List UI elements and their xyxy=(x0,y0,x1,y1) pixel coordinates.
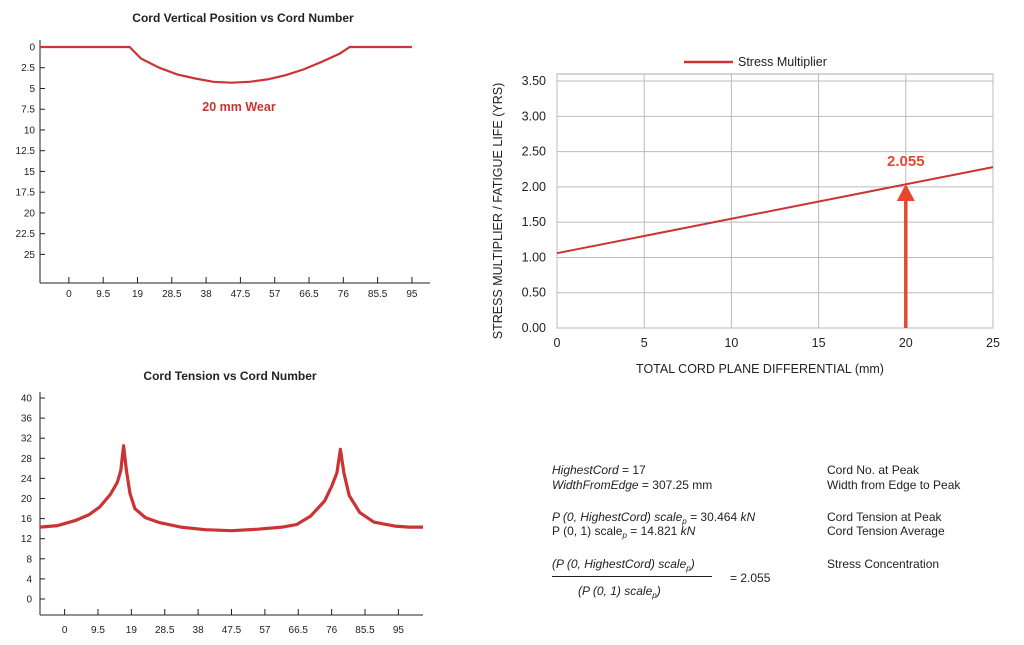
chart1-x-tick-label: 19 xyxy=(132,289,144,300)
chart3-x-tick-label: 15 xyxy=(812,336,826,350)
chart1-y-tick-label: 15 xyxy=(24,167,36,178)
chart3-series-line xyxy=(556,166,994,255)
chart3-y-tick-label: 3.50 xyxy=(522,74,546,88)
chart1-y-tick-label: 17.5 xyxy=(16,188,36,199)
chart3-x-tick-label: 20 xyxy=(899,336,913,350)
stat-width-from-edge: WidthFromEdge = 307.25 mm xyxy=(552,478,713,492)
chart1-title: Cord Vertical Position vs Cord Number xyxy=(132,11,354,25)
chart1-x-tick-label: 76 xyxy=(338,289,350,300)
chart2-x-tick-label: 38 xyxy=(193,625,205,636)
chart2-x-tick-label: 19 xyxy=(126,625,138,636)
chart2-title: Cord Tension vs Cord Number xyxy=(143,369,316,383)
chart3-x-tick-label: 25 xyxy=(986,336,1000,350)
chart2-x-tick-label: 28.5 xyxy=(155,625,175,636)
chart2-x-tick-label: 57 xyxy=(259,625,271,636)
chart3-y-tick-label: 1.50 xyxy=(522,215,546,229)
chart2-y-tick-label: 36 xyxy=(21,414,33,425)
stat-stress-concentration-desc: Stress Concentration xyxy=(827,557,940,571)
fraction-bar xyxy=(552,576,712,577)
chart2-y-tick-label: 0 xyxy=(26,595,32,606)
chart1-x-tick-label: 28.5 xyxy=(162,289,182,300)
fraction-denominator: (P (0, 1) scalep) xyxy=(578,584,661,600)
chart1-x-tick-label: 66.5 xyxy=(299,289,319,300)
chart2-x-tick-label: 9.5 xyxy=(91,625,105,636)
chart1-x-tick-label: 47.5 xyxy=(231,289,251,300)
chart-vertical-position: Cord Vertical Position vs Cord Number 0 2… xyxy=(16,11,430,300)
chart2-x-tick-label: 47.5 xyxy=(222,625,242,636)
legend-label: Stress Multiplier xyxy=(738,55,827,69)
stat-peak-desc: Cord Tension at Peak xyxy=(827,510,942,524)
highlight-arrow-head xyxy=(896,184,915,202)
chart2-y-tick-label: 24 xyxy=(21,474,33,485)
stat-highest-cord-desc: Cord No. at Peak xyxy=(827,463,920,477)
chart2-x-tick-label: 95 xyxy=(393,625,405,636)
chart2-y-tick-label: 12 xyxy=(21,534,33,545)
chart-cord-tension: Cord Tension vs Cord Number 0 4 8 12 16 20 24 2… xyxy=(21,369,423,636)
chart1-y-tick-label: 10 xyxy=(24,125,36,136)
chart1-y-tick-label: 20 xyxy=(24,208,36,219)
stat-average-desc: Cord Tension Average xyxy=(827,524,945,538)
chart2-x-tick-label: 66.5 xyxy=(289,625,309,636)
stat-peak-tension: P (0, HighestCord) scalep = 30.464 kN xyxy=(552,510,756,526)
chart2-y-tick-label: 28 xyxy=(21,454,33,465)
chart1-series-line xyxy=(40,45,412,84)
chart3-x-tick-label: 0 xyxy=(554,336,561,350)
chart1-y-tick-label: 2.5 xyxy=(21,63,35,74)
chart1-x-tick-label: 38 xyxy=(201,289,213,300)
chart1-x-tick-label: 85.5 xyxy=(368,289,388,300)
chart1-y-tick-label: 25 xyxy=(24,250,36,261)
chart2-y-tick-label: 16 xyxy=(21,514,33,525)
chart3-x-tick-label: 10 xyxy=(724,336,738,350)
chart2-y-tick-label: 32 xyxy=(21,434,33,445)
chart3-y-tick-label: 3.00 xyxy=(522,109,546,123)
chart2-series-line xyxy=(39,444,423,533)
fraction-result: = 2.055 xyxy=(730,571,771,585)
chart2-y-tick-label: 40 xyxy=(21,394,33,405)
chart3-x-tick-label: 5 xyxy=(641,336,648,350)
chart1-x-tick-label: 0 xyxy=(66,289,72,300)
chart3-xlabel: TOTAL CORD PLANE DIFFERENTIAL (mm) xyxy=(636,362,884,376)
chart3-y-tick-label: 1.00 xyxy=(522,250,546,264)
stat-average-tension: P (0, 1) scalep = 14.821 kN xyxy=(552,524,696,540)
chart3-plot-frame xyxy=(556,73,994,329)
chart1-y-tick-label: 22.5 xyxy=(16,229,36,240)
chart2-x-tick-label: 0 xyxy=(62,625,68,636)
highlight-value-label: 2.055 xyxy=(887,153,925,170)
chart-stress-multiplier: Stress Multiplier 0.00 0.50 1.00 1.50 2.00 2.… xyxy=(491,55,1000,376)
stat-highest-cord: HighestCord = 17 xyxy=(552,463,646,477)
chart2-x-tick-label: 76 xyxy=(326,625,338,636)
chart3-ylabel: STRESS MULTIPLIER / FATIGUE LIFE (YRS) xyxy=(491,83,505,340)
chart1-x-tick-label: 57 xyxy=(269,289,281,300)
chart2-x-tick-label: 85.5 xyxy=(355,625,375,636)
chart2-y-tick-label: 20 xyxy=(21,494,33,505)
chart3-y-tick-label: 0.50 xyxy=(522,286,546,300)
chart1-y-tick-label: 0 xyxy=(29,43,35,54)
chart2-y-tick-label: 4 xyxy=(26,574,32,585)
chart1-x-tick-label: 95 xyxy=(406,289,418,300)
stat-width-desc: Width from Edge to Peak xyxy=(827,478,961,492)
chart1-annotation: 20 mm Wear xyxy=(202,100,276,114)
chart1-y-tick-label: 5 xyxy=(29,84,35,95)
chart1-x-tick-label: 9.5 xyxy=(96,289,110,300)
fraction-numerator: (P (0, HighestCord) scalep) xyxy=(552,557,695,573)
chart3-y-tick-label: 2.00 xyxy=(522,180,546,194)
chart3-y-tick-label: 0.00 xyxy=(522,321,546,335)
chart1-y-tick-label: 7.5 xyxy=(21,105,35,116)
chart1-y-tick-label: 12.5 xyxy=(16,146,36,157)
chart3-y-tick-label: 2.50 xyxy=(522,145,546,159)
chart2-y-tick-label: 8 xyxy=(26,554,32,565)
